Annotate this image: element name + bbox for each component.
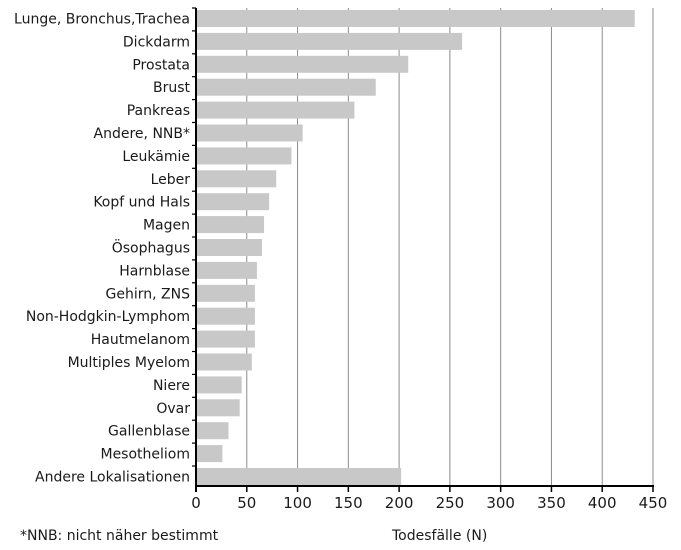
x-tick-label: 150 (334, 494, 363, 512)
category-label: Niere (153, 378, 190, 394)
axes (192, 7, 654, 492)
category-label: Kopf und Hals (93, 195, 190, 211)
bar (197, 32, 463, 50)
category-label: Mesotheliom (100, 447, 190, 463)
category-label: Hautmelanom (91, 332, 190, 348)
x-tick-labels: 0 50 100 150 200 250 300 350 400 450 (191, 494, 667, 512)
bar (197, 101, 355, 119)
x-tick-label: 300 (486, 494, 515, 512)
bar (197, 468, 402, 485)
bar (197, 261, 257, 279)
category-label: Multiples Myelom (68, 355, 190, 371)
x-tick-label: 100 (283, 494, 312, 512)
bar (197, 216, 265, 234)
category-label: Andere, NNB* (94, 126, 190, 142)
category-label: Prostata (132, 57, 190, 73)
bar (197, 307, 255, 325)
category-label: Magen (143, 218, 190, 234)
x-tick-label: 50 (237, 494, 256, 512)
bar (197, 55, 409, 73)
category-label: Andere Lokalisationen (35, 470, 190, 486)
bar (197, 10, 635, 27)
footnote: *NNB: nicht näher bestimmt (20, 528, 219, 544)
x-tick-label: 450 (639, 494, 668, 512)
category-label: Non-Hodgkin-Lymphom (26, 309, 190, 325)
x-tick-label: 350 (537, 494, 566, 512)
x-axis-label: Todesfälle (N) (392, 528, 488, 544)
x-tick-label: 250 (436, 494, 465, 512)
bar (197, 284, 255, 302)
bar (197, 445, 223, 463)
category-label: Ovar (156, 401, 190, 417)
bar (197, 239, 263, 256)
category-label: Ösophagus (112, 239, 190, 257)
bar (197, 330, 255, 348)
category-label: Leber (151, 172, 191, 188)
category-label: Gallenblase (108, 424, 190, 440)
category-label: Harnblase (119, 263, 190, 279)
bar (197, 376, 242, 394)
bar (197, 124, 303, 142)
bar (197, 78, 376, 96)
bar (197, 422, 229, 440)
category-labels: Lunge, Bronchus,Trachea Dickdarm Prostata B… (14, 12, 190, 486)
bar (197, 147, 292, 165)
category-label: Pankreas (127, 103, 190, 119)
category-label: Lunge, Bronchus,Trachea (14, 12, 190, 28)
bar (197, 353, 252, 371)
category-label: Gehirn, ZNS (106, 286, 191, 302)
bar (197, 193, 270, 211)
bar (197, 399, 240, 417)
category-label: Brust (153, 80, 191, 96)
category-label: Leukämie (122, 149, 190, 165)
x-tick-label: 0 (191, 494, 201, 512)
bars (197, 10, 635, 485)
bar (197, 170, 277, 188)
category-label: Dickdarm (123, 34, 190, 50)
x-tick-label: 400 (588, 494, 617, 512)
x-tick-label: 200 (385, 494, 414, 512)
